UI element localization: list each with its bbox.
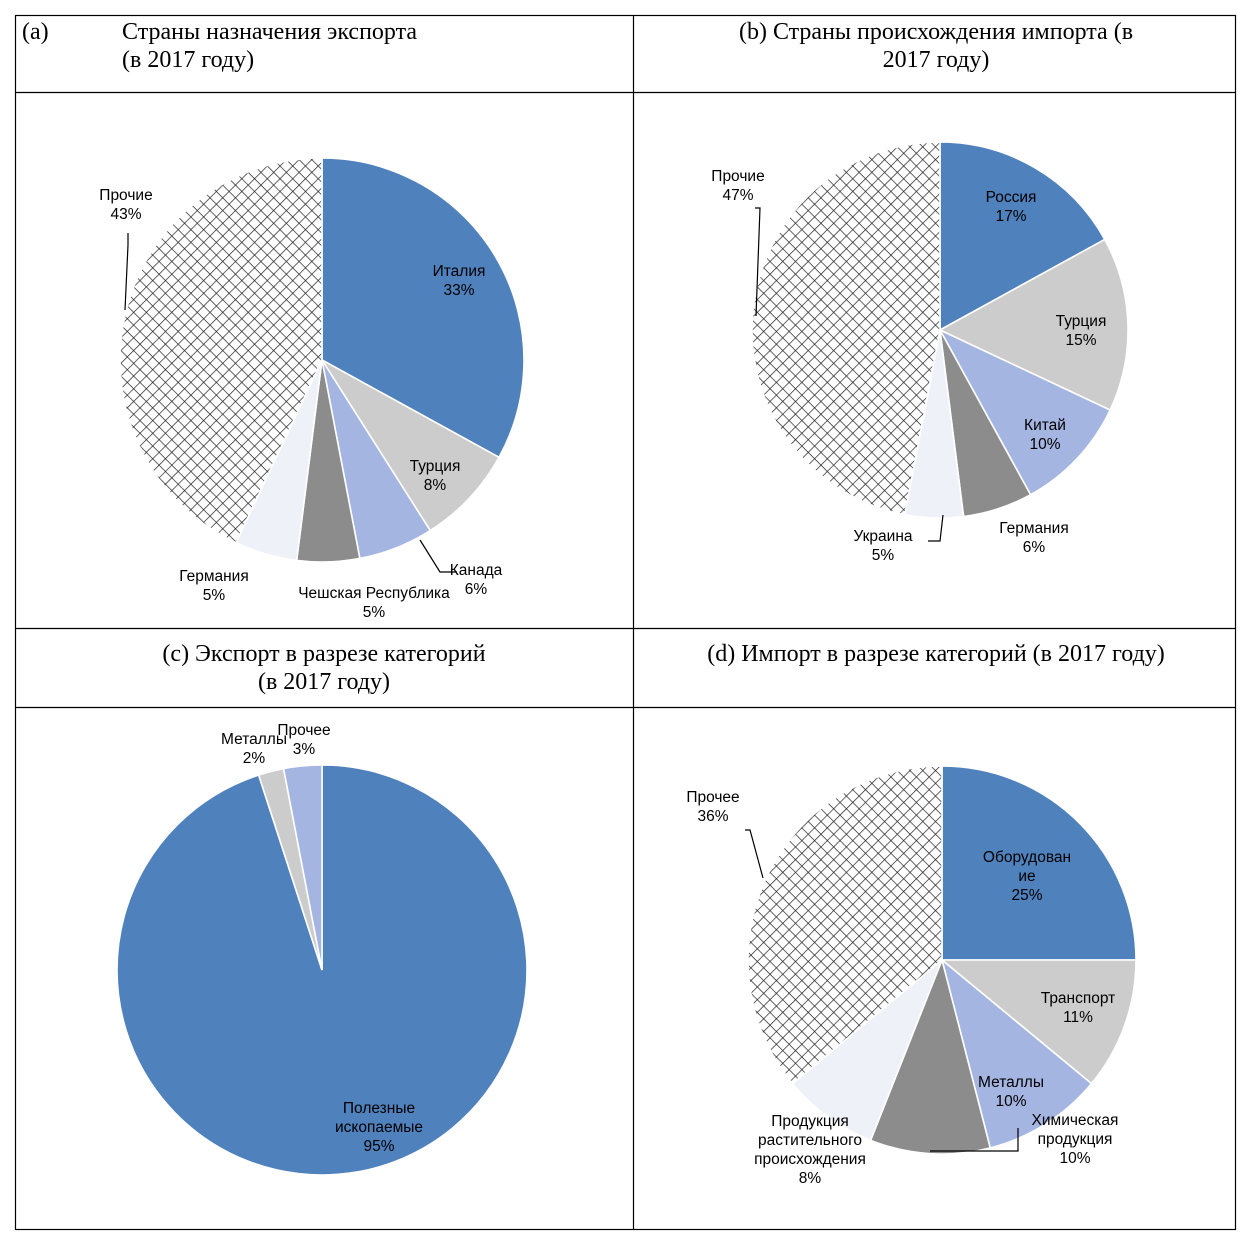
pie-3-leader-5: [745, 829, 764, 879]
pie-0-label-1: Турция 8%: [410, 458, 461, 494]
pie-3-slice-3: [869, 957, 992, 1155]
pie-chart-a: Италия 33% Турция 8% Канада 6%Чешская Республ…: [99, 157, 525, 621]
chart-a-letter: (a): [22, 19, 49, 45]
pie-1-slice-5: [751, 141, 941, 516]
pie-3-label-1: Транспорт 11%: [1041, 990, 1116, 1026]
chart-b-title-line2: 2017 году): [882, 47, 990, 73]
pie-chart-b: Россия 17% Турция 15% Китай 10% Германия 6% Укра…: [711, 141, 1129, 564]
pie-0-label-0: Италия 33%: [433, 263, 486, 299]
pie-chart-c: Полезные ископаемые 95% Металлы 2%Прочее 3%: [116, 722, 528, 1176]
chart-a-title-line2: (в 2017 году): [122, 47, 255, 73]
pie-3-label-0: Оборудован ие 25%: [983, 849, 1071, 904]
pie-0-leader-5: [124, 233, 129, 311]
pie-1-leader-5: [755, 207, 761, 317]
pie-1-slice-2: [938, 328, 1112, 496]
pie-2-label-0: Полезные ископаемые 95%: [335, 1100, 423, 1155]
chart-a-title-line1: Страны назначения экспорта: [122, 19, 418, 45]
pie-0-leader-2: [419, 539, 457, 573]
pie-1-label-1: Турция 15%: [1056, 313, 1107, 349]
pie-chart-d: Оборудован ие 25% Транспорт 11% Металлы 10%Хим…: [686, 765, 1137, 1187]
pie-3-leader-3: [930, 1128, 1019, 1152]
pie-1-slice-1: [938, 238, 1129, 412]
pie-2-slice-2: [282, 764, 323, 971]
pie-0-slice-1: [321, 359, 501, 532]
pie-0-label-2: Канада 6%: [450, 562, 503, 598]
pie-1-label-5: Прочие 47%: [711, 168, 764, 204]
pie-0-label-5: Прочие 43%: [99, 187, 152, 223]
pie-3-slice-2: [940, 957, 1093, 1149]
pie-1-label-3: Германия 6%: [999, 520, 1069, 556]
pie-3-label-4: Продукция растительного происхождения 8%: [754, 1113, 866, 1187]
pie-1-slice-0: [939, 141, 1106, 332]
chart-d-title-line1: (d) Импорт в разрезе категорий (в 2017 г…: [707, 641, 1165, 667]
pie-3-slice-4: [791, 959, 943, 1142]
chart-c-title-line1: (c) Экспорт в разрезе категорий: [162, 641, 486, 667]
pie-3-slice-0: [941, 765, 1137, 961]
pie-2-label-2: Прочее 3%: [277, 722, 330, 758]
pie-0-slice-5: [119, 157, 323, 544]
pie-1-label-4: Украина 5%: [853, 528, 912, 564]
pie-2-label-1: Металлы 2%: [221, 731, 287, 767]
pie-0-label-4: Германия 5%: [179, 568, 249, 604]
chart-c-title-line2: (в 2017 году): [257, 669, 391, 695]
pie-3-label-2: Металлы 10%: [978, 1074, 1044, 1110]
pie-3-slice-5: [747, 765, 943, 1085]
pie-0-slice-0: [321, 157, 525, 459]
chart-b-title-line1: (b) Страны происхождения импорта (в: [738, 19, 1134, 45]
pie-3-label-3: Химическая продукция 10%: [1032, 1112, 1119, 1167]
pie-3-label-5: Прочее 36%: [686, 789, 739, 825]
pie-1-label-0: Россия 17%: [986, 189, 1037, 225]
pie-0-label-3: Чешская Республика 5%: [298, 585, 450, 621]
pie-3-slice-1: [939, 959, 1137, 1085]
pie-1-label-2: Китай 10%: [1024, 417, 1066, 453]
pie-1-leader-4: [928, 514, 944, 542]
